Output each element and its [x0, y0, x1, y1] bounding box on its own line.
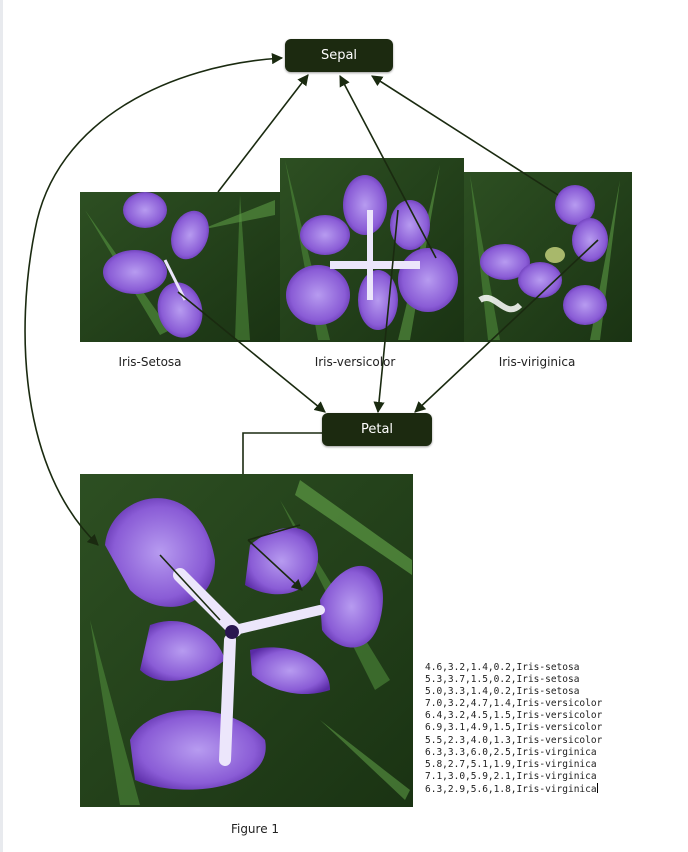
- caption-virginica: Iris-viriginica: [498, 355, 576, 369]
- large-iris-photo: [80, 474, 413, 807]
- data-line: 4.6,3.2,1.4,0.2,Iris-setosa: [425, 662, 580, 673]
- virginica-photo: [464, 172, 632, 342]
- data-line: 5.0,3.3,1.4,0.2,Iris-setosa: [425, 686, 580, 698]
- data-line: 7.1,3.0,5.9,2.1,Iris-virginica: [425, 770, 597, 782]
- data-line: 7.0,3.2,4.7,1.4,Iris-versicolor: [425, 698, 603, 710]
- sepal-label-box: Sepal: [285, 39, 393, 72]
- text-cursor: [596, 782, 598, 793]
- arrow-versicolor-to-sepal: [339, 75, 437, 259]
- data-line: 6.9,3.1,4.9,1.5,Iris-versicolor: [425, 722, 603, 734]
- caption-setosa: Iris-Setosa: [118, 355, 182, 369]
- data-line: 5.8,2.7,5.1,1.9,Iris-virginica: [425, 758, 597, 770]
- sepal-label: Sepal: [320, 48, 358, 63]
- arrows: [24, 53, 599, 621]
- data-line-text: 6.3,2.9,5.6,1.8,Iris-virginica: [425, 783, 597, 795]
- data-line: 6.4,3.2,4.5,1.5,Iris-versicolor: [425, 710, 603, 722]
- versicolor-photo: [280, 158, 464, 342]
- petal-label-box: Petal: [322, 413, 432, 446]
- data-line: 6.3,3.3,6.0,2.5,Iris-virginica: [425, 746, 597, 758]
- data-line: 5.3,3.7,1.5,0.2,Iris-setosa: [425, 674, 580, 686]
- sepal-length-line: [159, 554, 221, 621]
- petal-label: Petal: [360, 422, 394, 437]
- arrow-curve-to-sepal: [24, 53, 284, 546]
- data-line: 5.5,2.3,4.0,1.3,Iris-versicolor: [425, 734, 603, 746]
- caption-versicolor: Iris-versicolor: [314, 355, 396, 369]
- iris-data-sample: 4.6,3.2,1.4,0.2,Iris-setosa 5.3,3.7,1.5,…: [425, 662, 602, 796]
- data-line-last: 6.3,2.9,5.6,1.8,Iris-virginica: [425, 782, 602, 796]
- setosa-photo: [80, 192, 280, 342]
- petal-width-arrow: [247, 524, 302, 590]
- arrow-versicolor-to-petal: [373, 209, 399, 414]
- petal-connector: [242, 432, 322, 474]
- arrow-virginica-to-sepal: [371, 75, 559, 196]
- page-edge: [0, 0, 3, 852]
- arrow-virginica-to-petal: [414, 239, 599, 413]
- figure-caption: Figure 1: [230, 822, 280, 836]
